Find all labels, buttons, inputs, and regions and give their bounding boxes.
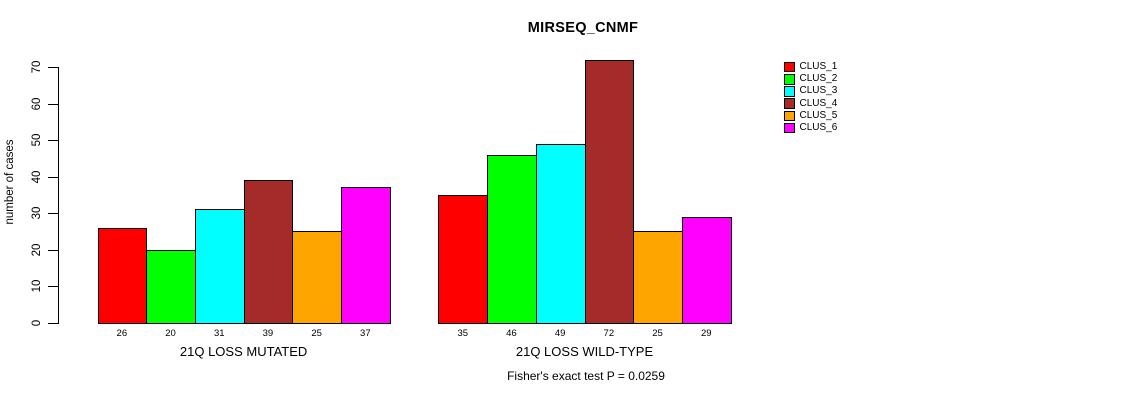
legend-swatch-icon — [784, 122, 795, 134]
legend-item: CLUS_2 — [784, 73, 837, 85]
bar — [244, 180, 293, 324]
bar-value-label: 25 — [652, 328, 663, 339]
legend-swatch-icon — [784, 61, 795, 73]
bar-value-label: 26 — [116, 328, 128, 339]
y-axis-tick — [47, 103, 58, 105]
y-axis-tick — [47, 322, 58, 324]
legend-swatch-icon — [784, 74, 795, 85]
legend-label: CLUS_3 — [799, 85, 838, 97]
legend-item: CLUS_4 — [784, 98, 837, 110]
group-label: 21Q LOSS WILD-TYPE — [515, 344, 654, 359]
legend-item: CLUS_6 — [784, 122, 837, 134]
bar — [585, 60, 634, 324]
legend-swatch-icon — [784, 98, 795, 109]
bar-value-label: 72 — [603, 328, 615, 339]
bar — [438, 195, 488, 324]
legend-item: CLUS_5 — [784, 110, 837, 122]
y-axis-tick — [47, 176, 58, 178]
bar — [633, 231, 683, 324]
y-axis-tick — [47, 249, 58, 251]
legend: CLUS_1 CLUS_2 CLUS_3 CLUS_4 CLUS_5 CLUS_6 — [784, 61, 837, 134]
footnote-text: Fisher's exact test P = 0.0259 — [507, 369, 665, 383]
bar-value-label: 29 — [700, 328, 712, 339]
bar-value-label: 31 — [213, 328, 225, 339]
y-tick-label: 70 — [31, 60, 43, 74]
group-label: 21Q LOSS MUTATED — [179, 344, 308, 359]
y-tick-label: 30 — [31, 206, 43, 220]
bar — [682, 217, 732, 324]
y-tick-label: 40 — [31, 170, 43, 183]
y-axis-tick — [47, 213, 58, 214]
y-tick-label: 10 — [31, 279, 43, 293]
y-tick-label: 20 — [31, 243, 43, 256]
bar-value-label: 46 — [506, 328, 517, 339]
y-axis-tick — [47, 286, 58, 287]
y-tick-label: 60 — [31, 97, 43, 110]
legend-swatch-icon — [784, 86, 795, 97]
bar-value-label: 39 — [262, 328, 274, 339]
bar — [536, 144, 586, 324]
bar — [487, 155, 537, 324]
legend-label: CLUS_2 — [799, 73, 838, 85]
legend-label: CLUS_1 — [799, 61, 838, 73]
bar-value-label: 35 — [457, 328, 469, 339]
bar-value-label: 25 — [311, 328, 322, 339]
legend-label: CLUS_5 — [799, 109, 838, 121]
chart-title: MIRSEQ_CNMF — [527, 20, 639, 36]
bar — [146, 250, 196, 324]
legend-label: CLUS_6 — [799, 122, 838, 134]
bar-value-label: 37 — [360, 328, 371, 339]
y-tick-label: 50 — [31, 133, 43, 147]
bar — [341, 187, 391, 324]
y-tick-label: 0 — [31, 319, 43, 326]
y-axis-line — [58, 67, 60, 324]
legend-item: CLUS_3 — [784, 85, 837, 97]
bar-value-label: 20 — [165, 328, 176, 339]
bar — [195, 209, 245, 324]
legend-swatch-icon — [784, 110, 795, 122]
bar — [98, 228, 147, 324]
y-axis-tick — [47, 140, 58, 141]
bar — [292, 231, 342, 324]
bar-value-label: 49 — [554, 328, 566, 339]
legend-item: CLUS_1 — [784, 61, 837, 73]
y-axis-tick — [47, 67, 58, 68]
legend-label: CLUS_4 — [799, 97, 838, 109]
